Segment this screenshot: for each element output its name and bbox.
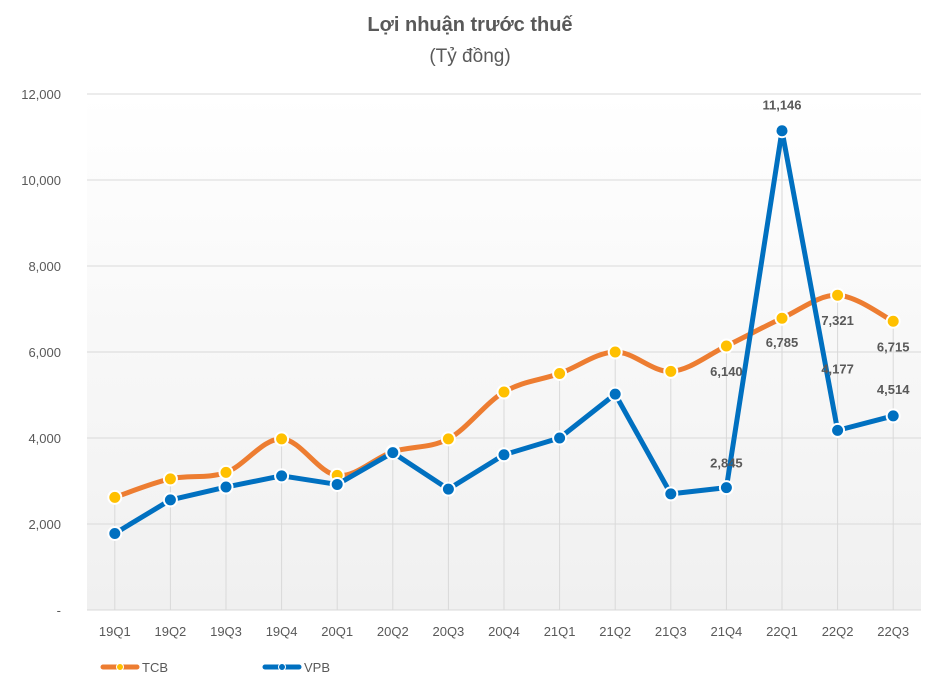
data-label-vpb-22Q1: 11,146: [762, 98, 801, 113]
y-tick-label: 12,000: [21, 87, 61, 102]
y-tick-label: 2,000: [28, 517, 61, 532]
point-tcb-22Q3: [885, 313, 901, 329]
data-label-tcb-22Q2: 7,321: [821, 313, 854, 328]
x-tick-label: 20Q1: [321, 624, 353, 639]
y-tick-label: 4,000: [28, 431, 61, 446]
legend-marker-vpb: [278, 663, 286, 671]
point-tcb-19Q3: [218, 464, 234, 480]
y-tick-label: 8,000: [28, 259, 61, 274]
point-vpb-21Q2: [607, 386, 623, 402]
x-tick-label: 19Q1: [99, 624, 131, 639]
x-tick-label: 19Q3: [210, 624, 242, 639]
x-tick-label: 21Q4: [710, 624, 742, 639]
data-label-vpb-21Q4: 2,845: [710, 456, 743, 471]
x-tick-label: 21Q3: [655, 624, 687, 639]
legend-label-vpb: VPB: [304, 660, 330, 675]
x-tick-label: 22Q2: [822, 624, 854, 639]
y-tick-label: 6,000: [28, 345, 61, 360]
point-tcb-20Q4: [496, 384, 512, 400]
point-vpb-19Q3: [218, 479, 234, 495]
point-tcb-22Q1: [774, 310, 790, 326]
point-vpb-21Q4: [718, 480, 734, 496]
point-tcb-19Q4: [274, 431, 290, 447]
x-tick-label: 19Q4: [266, 624, 298, 639]
x-tick-label: 21Q1: [544, 624, 576, 639]
legend-marker-tcb: [116, 663, 124, 671]
y-tick-label: -: [57, 603, 61, 618]
x-tick-label: 20Q4: [488, 624, 520, 639]
point-vpb-20Q2: [385, 445, 401, 461]
x-tick-label: 20Q3: [432, 624, 464, 639]
point-vpb-20Q4: [496, 447, 512, 463]
x-tick-label: 20Q2: [377, 624, 409, 639]
point-vpb-21Q1: [552, 430, 568, 446]
data-label-tcb-21Q4: 6,140: [710, 364, 743, 379]
point-tcb-21Q1: [552, 366, 568, 381]
point-tcb-21Q4: [718, 338, 734, 354]
data-label-vpb-22Q3: 4,514: [877, 382, 910, 397]
point-vpb-22Q3: [885, 408, 901, 424]
point-tcb-20Q3: [440, 431, 456, 447]
x-tick-label: 22Q3: [877, 624, 909, 639]
x-tick-label: 22Q1: [766, 624, 798, 639]
legend-label-tcb: TCB: [142, 660, 168, 675]
point-tcb-22Q2: [830, 287, 846, 303]
point-vpb-19Q1: [107, 525, 123, 541]
chart-title: Lợi nhuận trước thuế: [367, 14, 573, 36]
data-label-tcb-22Q1: 6,785: [766, 335, 799, 350]
point-vpb-20Q1: [329, 476, 345, 492]
point-tcb-21Q3: [663, 363, 679, 379]
x-tick-label: 21Q2: [599, 624, 631, 639]
x-tick-label: 19Q2: [154, 624, 186, 639]
point-vpb-21Q3: [663, 486, 679, 502]
chart-subtitle: (Tỷ đồng): [429, 46, 511, 67]
point-tcb-19Q1: [107, 489, 123, 505]
point-vpb-20Q3: [440, 481, 456, 497]
y-tick-label: 10,000: [21, 173, 61, 188]
point-tcb-19Q2: [162, 471, 178, 487]
data-label-vpb-22Q2: 4,177: [821, 361, 854, 376]
point-tcb-21Q2: [607, 344, 623, 360]
point-vpb-19Q2: [162, 492, 178, 508]
point-vpb-19Q4: [274, 468, 290, 484]
data-label-tcb-22Q3: 6,715: [877, 339, 910, 354]
point-vpb-22Q2: [830, 422, 846, 438]
point-vpb-22Q1: [774, 123, 790, 139]
